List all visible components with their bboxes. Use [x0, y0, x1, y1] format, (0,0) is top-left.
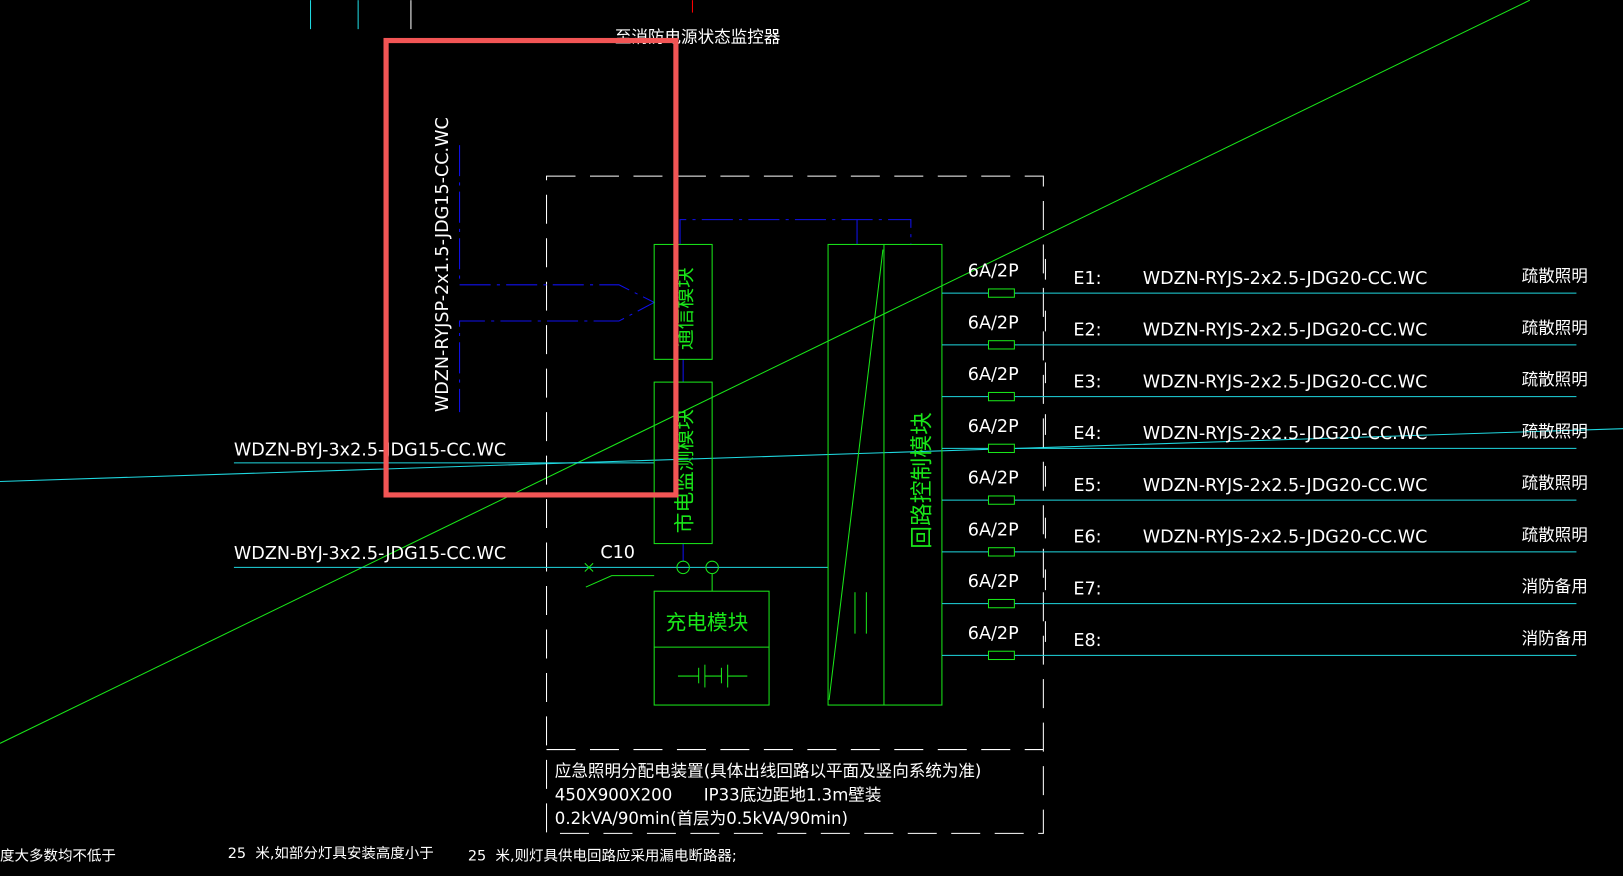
circuit-use: 消防备用	[1522, 629, 1588, 648]
circuit-row[interactable]: 6A/2P E7: 消防备用	[941, 572, 1588, 609]
device-note-line-1: 应急照明分配电装置(具体出线回路以平面及竖向系统为准)	[555, 761, 982, 780]
comm-cable-label: WDZN-RYJSP-2x1.5-JDG15-CC.WC	[433, 117, 453, 412]
bottom-note-1: 度大多数均不低于	[0, 847, 116, 864]
bottom-note-2: 25 米,如部分灯具安装高度小于	[228, 845, 434, 862]
breaker-rating: 6A/2P	[968, 262, 1019, 282]
circuit-id: E4:	[1073, 424, 1101, 444]
circuit-row[interactable]: 6A/2P E6: WDZN-RYJS-2x2.5-JDG20-CC.WC 疏散照明	[941, 520, 1588, 557]
breaker-icon	[987, 598, 1015, 609]
dc-symbol-icon	[854, 592, 867, 634]
circuit-id: E8:	[1073, 631, 1101, 651]
cyan-crossing-line	[0, 428, 1623, 482]
device-note-line-2: 450X900X200 IP33底边距地1.3m壁装	[555, 785, 882, 804]
breaker-rating: 6A/2P	[968, 572, 1019, 592]
breaker-icon	[987, 443, 1015, 454]
circuit-row[interactable]: 6A/2P E2: WDZN-RYJS-2x2.5-JDG20-CC.WC 疏散照明	[941, 313, 1588, 350]
loop-control-module-label: 回路控制模块	[909, 412, 935, 549]
breaker-icon	[987, 650, 1015, 661]
device-note-line-3: 0.2kVA/90min(首层为0.5kVA/90min)	[555, 809, 848, 828]
green-diagonal-line	[0, 0, 1531, 744]
outgoing-circuits: 6A/2P E1: WDZN-RYJS-2x2.5-JDG20-CC.WC 疏散照明6…	[941, 258, 1588, 661]
circuit-use: 疏散照明	[1522, 370, 1588, 389]
breaker-icon	[987, 391, 1015, 402]
breaker-rating: 6A/2P	[968, 313, 1019, 333]
breaker-rating: 6A/2P	[968, 469, 1019, 489]
input-cable-1-label: WDZN-BYJ-3x2.5-JDG15-CC.WC	[234, 441, 506, 461]
selection-highlight[interactable]	[383, 37, 679, 498]
circuit-cable: WDZN-RYJS-2x2.5-JDG20-CC.WC	[1143, 424, 1428, 444]
circuit-id: E6:	[1073, 528, 1101, 548]
breaker-in-label: C10	[600, 543, 635, 563]
charging-module-label: 充电模块	[666, 610, 749, 634]
circuit-cable: WDZN-RYJS-2x2.5-JDG20-CC.WC	[1143, 321, 1428, 341]
circuit-id: E3:	[1073, 372, 1101, 392]
circuit-row[interactable]: 6A/2P E5: WDZN-RYJS-2x2.5-JDG20-CC.WC 疏散照明	[941, 469, 1588, 505]
top-label: 至消防电源状态监控器	[615, 28, 781, 47]
circuit-cable: WDZN-RYJS-2x2.5-JDG20-CC.WC	[1143, 528, 1428, 548]
breaker-switch-icon	[584, 560, 719, 592]
circuit-use: 消防备用	[1522, 577, 1588, 596]
mains-monitor-module	[653, 381, 713, 545]
breaker-icon	[987, 547, 1015, 557]
circuit-use: 疏散照明	[1522, 422, 1588, 441]
circuit-use: 疏散照明	[1522, 267, 1588, 286]
breaker-rating: 6A/2P	[968, 624, 1019, 644]
breaker-icon	[987, 495, 1015, 505]
circuit-cable: WDZN-RYJS-2x2.5-JDG20-CC.WC	[1143, 372, 1428, 392]
circuit-row[interactable]: 6A/2P E1: WDZN-RYJS-2x2.5-JDG20-CC.WC 疏散照明	[941, 262, 1588, 298]
loop-control-module	[827, 243, 943, 706]
inverter-diagonal	[828, 249, 884, 700]
circuit-cable: WDZN-RYJS-2x2.5-JDG20-CC.WC	[1143, 269, 1428, 289]
charging-module	[653, 590, 770, 706]
circuit-id: E2:	[1073, 321, 1101, 341]
circuit-row[interactable]: 6A/2P E8: 消防备用	[941, 624, 1588, 661]
circuit-id: E7:	[1073, 579, 1101, 599]
circuit-cable: WDZN-RYJS-2x2.5-JDG20-CC.WC	[1143, 476, 1428, 496]
bottom-note-3: 25 米,则灯具供电回路应采用漏电断路器;	[468, 846, 737, 864]
circuit-use: 疏散照明	[1522, 474, 1588, 493]
circuit-id: E1:	[1073, 269, 1101, 289]
circuit-id: E5:	[1073, 476, 1101, 496]
breaker-rating: 6A/2P	[968, 520, 1019, 540]
input-cable-2-label: WDZN-BYJ-3x2.5-JDG15-CC.WC	[234, 544, 506, 564]
breaker-icon	[987, 288, 1015, 298]
circuit-use: 疏散照明	[1522, 525, 1588, 544]
comm-module	[653, 243, 713, 360]
breaker-rating: 6A/2P	[968, 365, 1019, 385]
circuit-row[interactable]: 6A/2P E3: WDZN-RYJS-2x2.5-JDG20-CC.WC 疏散照明	[941, 365, 1588, 402]
device-enclosure	[546, 175, 1044, 834]
breaker-icon	[987, 340, 1015, 350]
breaker-rating: 6A/2P	[968, 417, 1019, 437]
battery-icon	[677, 664, 748, 688]
circuit-use: 疏散照明	[1522, 318, 1588, 337]
circuit-row[interactable]: 6A/2P E4: WDZN-RYJS-2x2.5-JDG20-CC.WC 疏散照明	[941, 417, 1588, 454]
